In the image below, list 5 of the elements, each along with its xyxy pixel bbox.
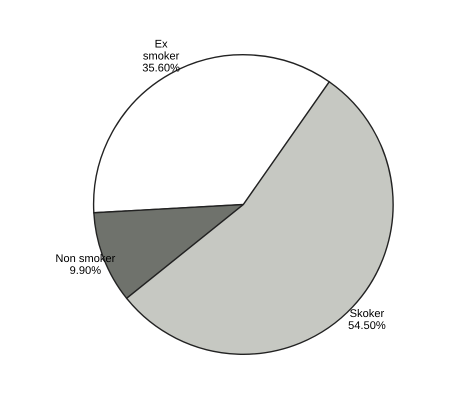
slice-label: Ex smoker (143, 40, 180, 60)
data-label: 35.60% (142, 64, 180, 72)
data-label: 54.50% (348, 321, 386, 330)
data-label: 9.90% (70, 266, 101, 274)
slice-label: Skoker (350, 308, 384, 318)
